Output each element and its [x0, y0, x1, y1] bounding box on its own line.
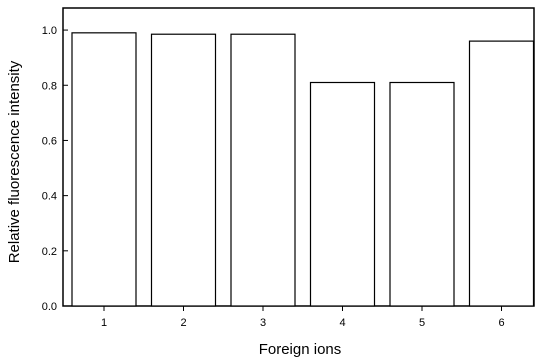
y-tick-label: 0.0 — [42, 301, 57, 313]
y-axis-title: Relative fluorescence intensity — [6, 60, 23, 263]
y-tick-label: 0.8 — [42, 80, 57, 92]
bars-group — [71, 32, 535, 307]
x-tick-label: 2 — [180, 317, 186, 329]
y-axis: 0.0 0.2 0.4 0.6 0.8 1.0 — [42, 25, 68, 313]
x-tick-label: 1 — [101, 317, 107, 329]
y-tick-label: 0.6 — [42, 135, 57, 147]
y-tick-label: 1.0 — [42, 25, 57, 37]
bar-5 — [389, 81, 455, 307]
x-tick-label: 4 — [339, 317, 345, 329]
bar-1 — [71, 32, 137, 307]
y-tick-label: 0.2 — [42, 246, 57, 258]
bar-3 — [230, 33, 296, 307]
x-axis-title: Foreign ions — [259, 341, 342, 358]
x-tick-label: 6 — [498, 317, 504, 329]
x-tick-label: 5 — [419, 317, 425, 329]
x-axis: 1 2 3 4 5 6 — [101, 306, 505, 329]
y-tick-label: 0.4 — [42, 191, 57, 203]
bar-4 — [309, 81, 376, 307]
bar-2 — [150, 33, 217, 307]
bar-6 — [468, 40, 535, 307]
x-tick-label: 3 — [260, 317, 266, 329]
